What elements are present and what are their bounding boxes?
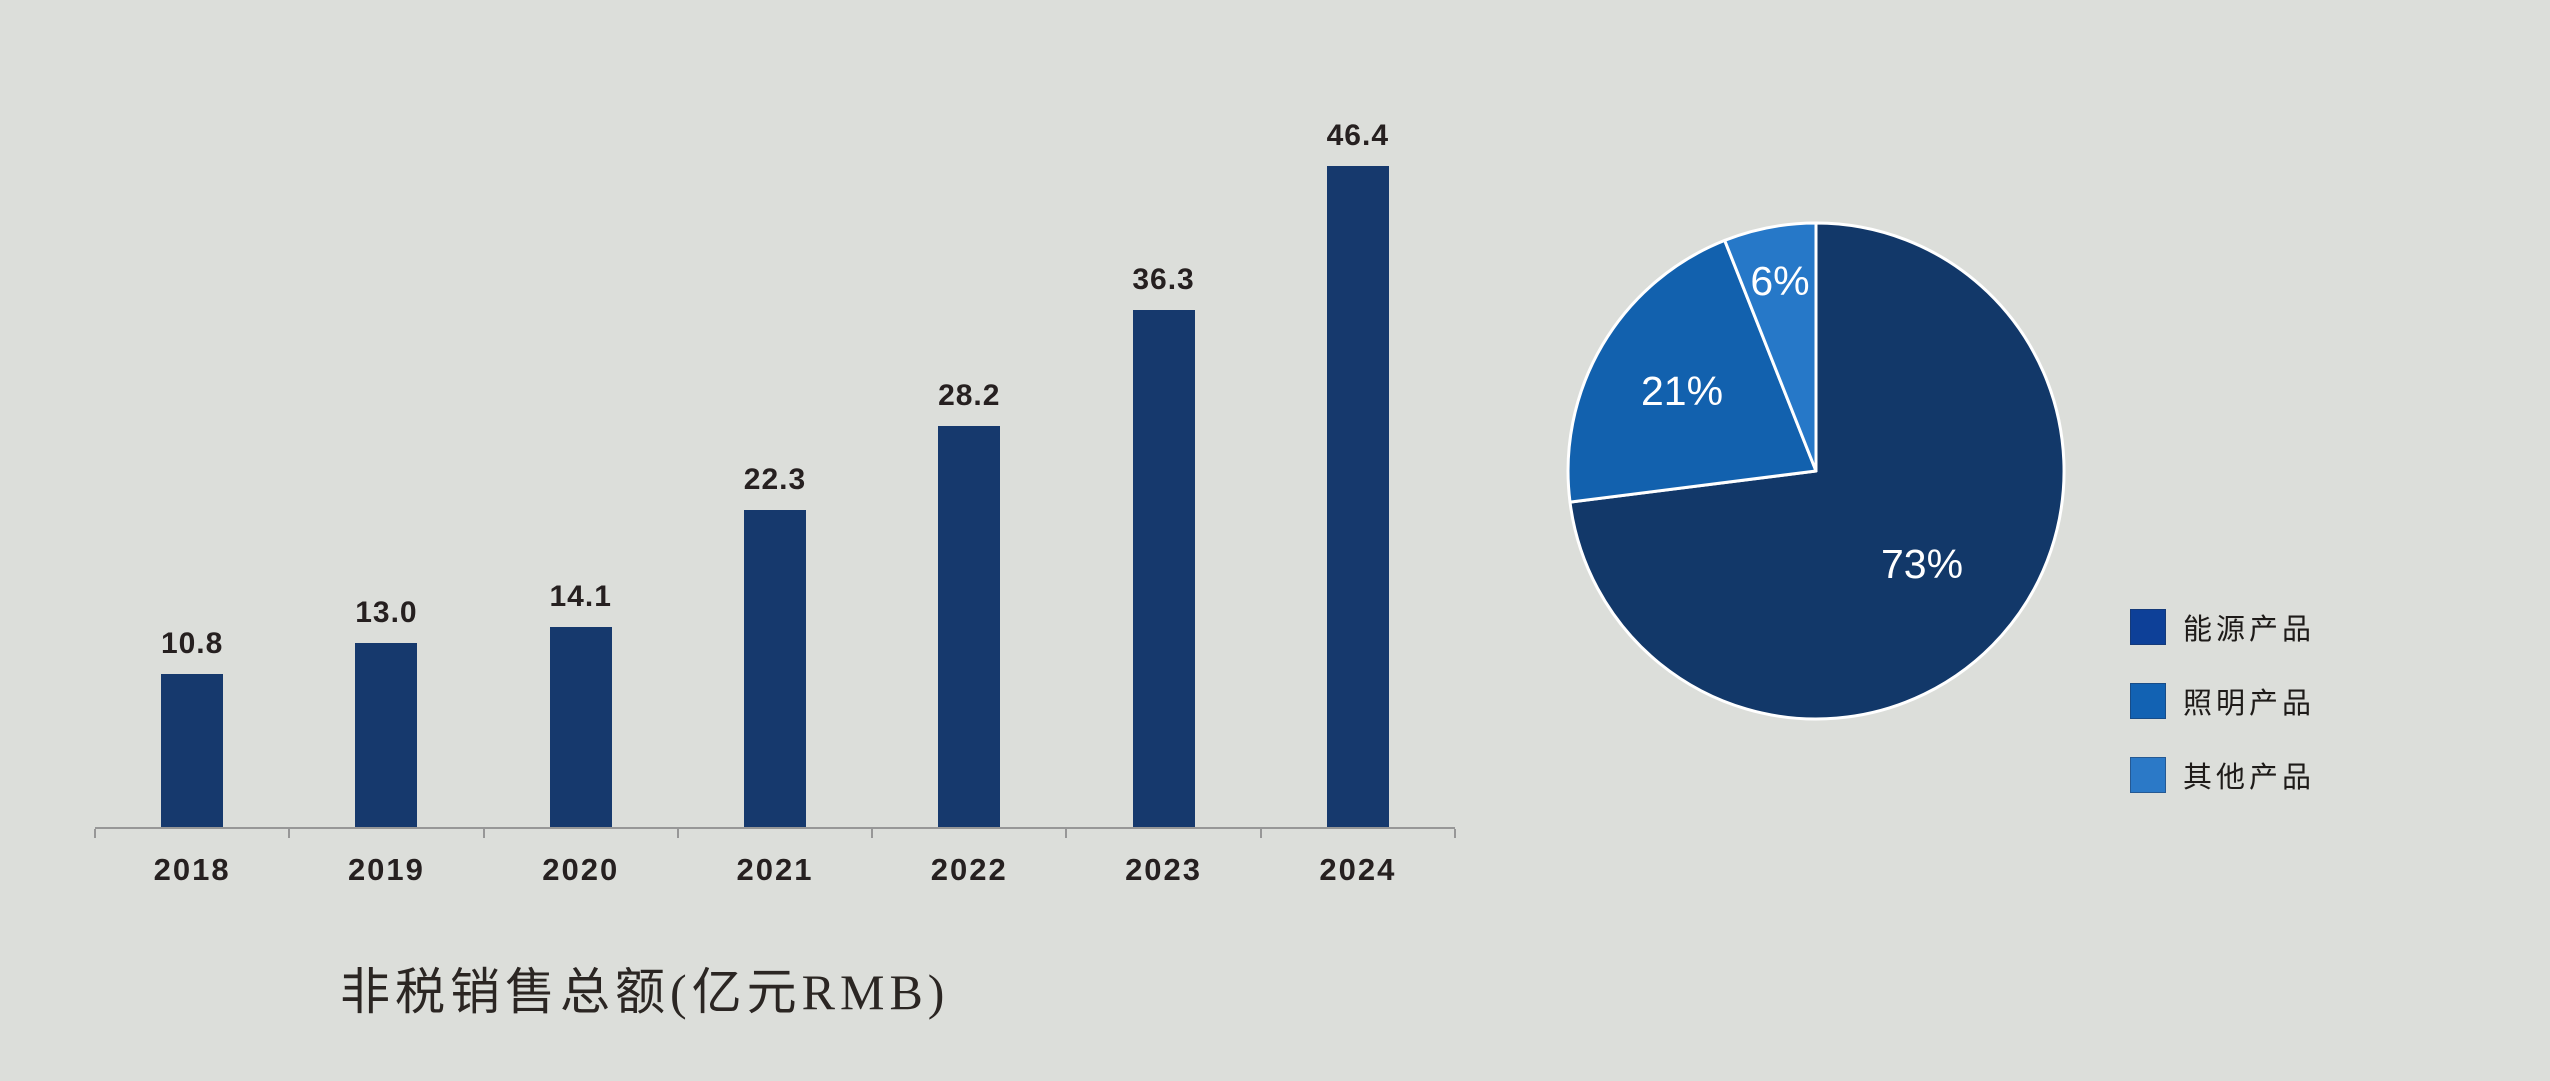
bar-2022 <box>938 426 1001 828</box>
x-axis-tick <box>1259 829 1262 838</box>
bar-2019 <box>355 643 418 828</box>
bar-value-label: 14.1 <box>549 580 612 613</box>
x-axis-tick <box>288 829 291 838</box>
bar-value-label: 10.8 <box>160 627 224 660</box>
x-axis-line <box>94 827 1456 838</box>
bar-value-label: 36.3 <box>1132 263 1195 296</box>
x-axis-label-2024: 2024 <box>1319 852 1397 887</box>
x-axis-label-2021: 2021 <box>736 852 814 887</box>
bar-value-label: 22.3 <box>743 463 807 496</box>
x-axis-tick <box>871 829 874 838</box>
bar-value-label: 46.4 <box>1326 119 1390 152</box>
bar-slot-2022: 28.2 <box>872 379 1066 828</box>
x-axis-tick <box>676 829 679 838</box>
legend-item-其他产品: 其他产品 <box>2130 754 2315 796</box>
bar-plot-area: 10.8 13.0 14.1 22.3 28.2 36.3 46.4 <box>95 100 1455 828</box>
bar-value-label: 13.0 <box>355 596 418 629</box>
x-axis-tick <box>1065 829 1068 838</box>
legend-swatch-icon <box>2130 757 2166 793</box>
bar-slot-2019: 13.0 <box>289 596 483 828</box>
bar-slot-2018: 10.8 <box>95 627 289 828</box>
bar-2018 <box>161 674 224 828</box>
x-axis-tick <box>94 829 96 838</box>
x-axis-label-2018: 2018 <box>153 852 231 887</box>
pie-slice-label-照明产品: 21% <box>1641 368 1723 414</box>
pie-slice-label-能源产品: 73% <box>1881 541 1963 587</box>
legend-label: 能源产品 <box>2183 614 2316 646</box>
pie-slice-label-其他产品: 6% <box>1750 258 1809 304</box>
x-axis-label-2023: 2023 <box>1125 852 1203 887</box>
pie-legend: 能源产品照明产品其他产品 <box>2130 606 2315 796</box>
legend-item-照明产品: 照明产品 <box>2130 680 2315 722</box>
legend-item-能源产品: 能源产品 <box>2130 606 2315 648</box>
bar-slot-2021: 22.3 <box>678 463 872 828</box>
bar-2023 <box>1132 310 1195 828</box>
bar-value-label: 28.2 <box>938 379 1001 412</box>
x-axis-label-2020: 2020 <box>542 852 620 887</box>
x-axis-label-2022: 2022 <box>930 852 1008 887</box>
bar-slot-2020: 14.1 <box>484 580 678 828</box>
bar-slot-2024: 46.4 <box>1261 119 1455 828</box>
legend-swatch-icon <box>2130 683 2166 719</box>
x-axis-tick <box>1454 829 1456 838</box>
bar-chart-title: 非税销售总额(亿元RMB) <box>340 964 950 1020</box>
legend-label: 照明产品 <box>2183 688 2316 720</box>
legend-swatch-icon <box>2130 609 2166 645</box>
legend-label: 其他产品 <box>2183 762 2316 794</box>
bar-2024 <box>1326 166 1389 828</box>
pie-slice-其他产品 <box>1723 221 1818 473</box>
pie-slice-照明产品 <box>1566 238 1818 504</box>
bar-2020 <box>549 627 612 828</box>
bar-2021 <box>743 510 806 828</box>
x-axis-label-2019: 2019 <box>347 852 425 887</box>
x-axis-labels: 2018 2019 2020 2021 2022 2023 2024 <box>95 852 1455 888</box>
bar-slot-2023: 36.3 <box>1066 263 1260 828</box>
x-axis-tick <box>482 829 485 838</box>
